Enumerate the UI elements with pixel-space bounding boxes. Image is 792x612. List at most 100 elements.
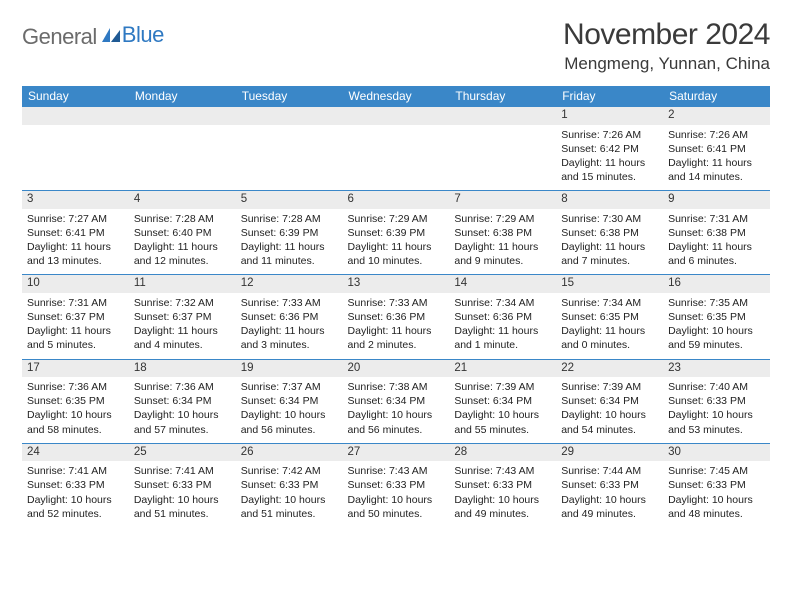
logo: General Blue <box>22 18 164 50</box>
day-info-line: and 4 minutes. <box>134 338 231 352</box>
day-info-line: and 2 minutes. <box>348 338 445 352</box>
day-header: Wednesday <box>343 86 450 107</box>
day-info-line: and 54 minutes. <box>561 423 658 437</box>
day-info-line: Sunrise: 7:41 AM <box>134 464 231 478</box>
day-info-line: and 58 minutes. <box>27 423 124 437</box>
day-number-cell: 2 <box>663 107 770 125</box>
day-info-line: Daylight: 11 hours <box>454 324 551 338</box>
day-info-line: and 10 minutes. <box>348 254 445 268</box>
week-daynum-row: 24252627282930 <box>22 443 770 461</box>
day-info-line: and 3 minutes. <box>241 338 338 352</box>
day-number-cell: 11 <box>129 275 236 293</box>
day-number-cell <box>343 107 450 125</box>
day-header: Tuesday <box>236 86 343 107</box>
day-number-cell: 28 <box>449 443 556 461</box>
day-info-line: Daylight: 11 hours <box>561 156 658 170</box>
day-info-line: Daylight: 10 hours <box>348 493 445 507</box>
month-title: November 2024 <box>563 18 770 52</box>
day-content-cell: Sunrise: 7:36 AMSunset: 6:35 PMDaylight:… <box>22 377 129 443</box>
day-info-line: Daylight: 11 hours <box>668 156 765 170</box>
day-info-line: Daylight: 10 hours <box>561 408 658 422</box>
day-content-cell: Sunrise: 7:40 AMSunset: 6:33 PMDaylight:… <box>663 377 770 443</box>
day-info-line: Sunrise: 7:35 AM <box>668 296 765 310</box>
week-content-row: Sunrise: 7:26 AMSunset: 6:42 PMDaylight:… <box>22 125 770 191</box>
day-info-line: and 55 minutes. <box>454 423 551 437</box>
day-content-cell: Sunrise: 7:34 AMSunset: 6:35 PMDaylight:… <box>556 293 663 359</box>
week-content-row: Sunrise: 7:31 AMSunset: 6:37 PMDaylight:… <box>22 293 770 359</box>
day-info-line: Daylight: 10 hours <box>27 408 124 422</box>
calendar-header-row: SundayMondayTuesdayWednesdayThursdayFrid… <box>22 86 770 107</box>
day-content-cell: Sunrise: 7:41 AMSunset: 6:33 PMDaylight:… <box>22 461 129 527</box>
day-info-line: Sunrise: 7:40 AM <box>668 380 765 394</box>
day-content-cell: Sunrise: 7:31 AMSunset: 6:37 PMDaylight:… <box>22 293 129 359</box>
day-info-line: and 51 minutes. <box>134 507 231 521</box>
day-content-cell: Sunrise: 7:33 AMSunset: 6:36 PMDaylight:… <box>236 293 343 359</box>
day-info-line: Daylight: 11 hours <box>241 240 338 254</box>
day-header: Monday <box>129 86 236 107</box>
day-number-cell: 8 <box>556 191 663 209</box>
day-info-line: and 52 minutes. <box>27 507 124 521</box>
day-info-line: and 7 minutes. <box>561 254 658 268</box>
day-info-line: Sunset: 6:33 PM <box>241 478 338 492</box>
week-daynum-row: 17181920212223 <box>22 359 770 377</box>
header: General Blue November 2024 Mengmeng, Yun… <box>22 18 770 74</box>
day-number-cell: 26 <box>236 443 343 461</box>
day-info-line: and 50 minutes. <box>348 507 445 521</box>
day-info-line: Daylight: 10 hours <box>241 493 338 507</box>
week-content-row: Sunrise: 7:41 AMSunset: 6:33 PMDaylight:… <box>22 461 770 527</box>
day-info-line: and 13 minutes. <box>27 254 124 268</box>
day-number-cell: 22 <box>556 359 663 377</box>
day-info-line: Sunset: 6:38 PM <box>454 226 551 240</box>
day-number-cell: 23 <box>663 359 770 377</box>
day-info-line: Daylight: 10 hours <box>27 493 124 507</box>
day-number-cell: 5 <box>236 191 343 209</box>
day-content-cell: Sunrise: 7:39 AMSunset: 6:34 PMDaylight:… <box>449 377 556 443</box>
day-info-line: Sunrise: 7:30 AM <box>561 212 658 226</box>
day-content-cell: Sunrise: 7:32 AMSunset: 6:37 PMDaylight:… <box>129 293 236 359</box>
day-content-cell <box>129 125 236 191</box>
day-info-line: Sunset: 6:33 PM <box>668 478 765 492</box>
day-info-line: Daylight: 11 hours <box>561 324 658 338</box>
day-content-cell: Sunrise: 7:38 AMSunset: 6:34 PMDaylight:… <box>343 377 450 443</box>
day-info-line: and 59 minutes. <box>668 338 765 352</box>
day-info-line: Sunset: 6:33 PM <box>27 478 124 492</box>
day-number-cell <box>129 107 236 125</box>
day-info-line: Sunrise: 7:45 AM <box>668 464 765 478</box>
day-info-line: and 53 minutes. <box>668 423 765 437</box>
day-content-cell: Sunrise: 7:36 AMSunset: 6:34 PMDaylight:… <box>129 377 236 443</box>
day-info-line: Sunset: 6:33 PM <box>348 478 445 492</box>
day-info-line: Daylight: 10 hours <box>454 408 551 422</box>
day-number-cell: 19 <box>236 359 343 377</box>
day-info-line: and 6 minutes. <box>668 254 765 268</box>
day-number-cell: 17 <box>22 359 129 377</box>
day-info-line: Daylight: 11 hours <box>348 240 445 254</box>
day-info-line: Sunrise: 7:42 AM <box>241 464 338 478</box>
day-content-cell: Sunrise: 7:26 AMSunset: 6:41 PMDaylight:… <box>663 125 770 191</box>
day-info-line: and 9 minutes. <box>454 254 551 268</box>
day-content-cell: Sunrise: 7:35 AMSunset: 6:35 PMDaylight:… <box>663 293 770 359</box>
day-number-cell: 6 <box>343 191 450 209</box>
day-info-line: Daylight: 10 hours <box>134 493 231 507</box>
day-info-line: Sunset: 6:35 PM <box>561 310 658 324</box>
day-info-line: Sunrise: 7:29 AM <box>454 212 551 226</box>
day-number-cell: 9 <box>663 191 770 209</box>
day-number-cell: 21 <box>449 359 556 377</box>
day-info-line: Sunrise: 7:36 AM <box>134 380 231 394</box>
day-info-line: Sunrise: 7:33 AM <box>348 296 445 310</box>
day-content-cell <box>236 125 343 191</box>
day-info-line: Daylight: 11 hours <box>134 240 231 254</box>
day-info-line: Daylight: 11 hours <box>561 240 658 254</box>
week-daynum-row: 3456789 <box>22 191 770 209</box>
day-info-line: Daylight: 11 hours <box>134 324 231 338</box>
title-block: November 2024 Mengmeng, Yunnan, China <box>563 18 770 74</box>
day-header: Saturday <box>663 86 770 107</box>
day-info-line: Sunset: 6:42 PM <box>561 142 658 156</box>
day-content-cell: Sunrise: 7:30 AMSunset: 6:38 PMDaylight:… <box>556 209 663 275</box>
day-content-cell: Sunrise: 7:29 AMSunset: 6:39 PMDaylight:… <box>343 209 450 275</box>
day-info-line: Sunset: 6:38 PM <box>561 226 658 240</box>
day-info-line: Sunset: 6:34 PM <box>241 394 338 408</box>
day-number-cell: 15 <box>556 275 663 293</box>
day-content-cell: Sunrise: 7:33 AMSunset: 6:36 PMDaylight:… <box>343 293 450 359</box>
day-content-cell: Sunrise: 7:39 AMSunset: 6:34 PMDaylight:… <box>556 377 663 443</box>
day-info-line: Sunset: 6:33 PM <box>454 478 551 492</box>
